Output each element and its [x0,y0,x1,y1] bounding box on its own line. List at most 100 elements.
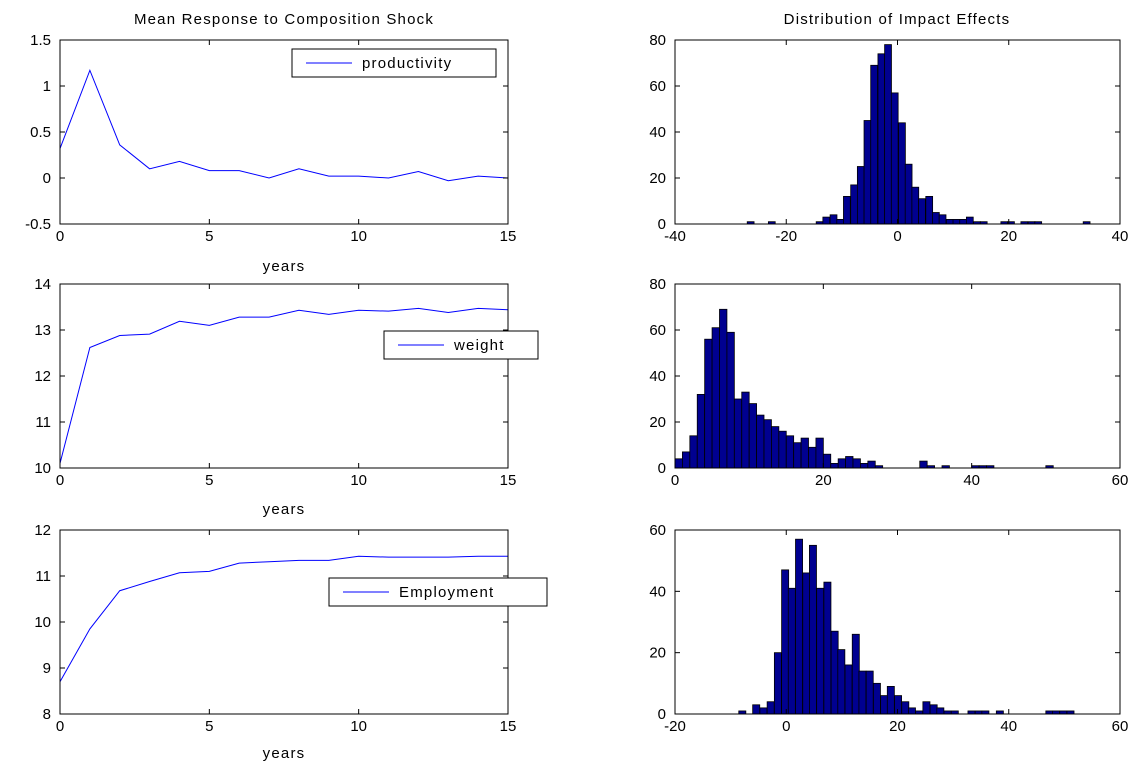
y-tick-label: 20 [649,645,666,662]
legend: weight [383,330,539,360]
panel-impact-hist-2: 0 20 40 60 0 20 40 60 80 [649,276,1128,489]
histogram-bar [863,120,872,225]
panel-impact-hist-1: Distribution of Impact Effects -40 -20 0 20… [649,11,1128,245]
y-tick-label: 11 [35,568,51,585]
y-tick-label: 12 [34,522,51,539]
y-tick-label: 40 [649,368,666,385]
x-tick-label: -20 [775,228,797,245]
x-tick-label: 20 [815,472,832,489]
histogram-bar [800,437,809,469]
x-tick-label: 10 [350,718,367,735]
y-tick-label: 0 [658,706,666,723]
histogram-bar [911,186,920,225]
y-tick-label: 0.5 [30,124,51,141]
x-tick-label: 60 [1112,472,1129,489]
histogram-bar [867,460,876,469]
histogram-bar [793,442,802,469]
histogram-bar [845,456,854,469]
y-tick-label: 40 [649,124,666,141]
histogram-bar [741,391,750,469]
y-tick-label: 60 [649,522,666,539]
histogram-bar [795,538,803,715]
histogram-bar [771,426,780,469]
y-tick-label: 40 [649,583,666,600]
series-line-employment [59,555,508,683]
histogram-bar [748,403,757,469]
histogram-bar [759,707,768,715]
histogram-bar [852,458,861,469]
x-tick-label: 0 [56,228,64,245]
x-tick-label: 0 [893,228,901,245]
y-tick-label: 10 [34,614,51,631]
x-tick-label: 20 [889,718,906,735]
histogram-bar [925,195,934,225]
histogram-bar [952,218,961,225]
histogram-bar [822,216,831,225]
axes-frame [674,529,1121,715]
histogram-bar [959,218,967,225]
histogram-bar [856,166,865,225]
panel-weight: years 0 5 10 15 10 11 12 13 14 weight [34,276,539,518]
y-tick-label: 20 [649,170,666,187]
x-tick-label: 5 [205,718,213,735]
histogram-bar [894,695,902,715]
y-tick-label: 80 [649,276,666,293]
histogram-bar [837,458,846,469]
y-tick-label: 1 [43,78,51,95]
y-tick-label: -0.5 [25,216,51,233]
histogram-bar [901,701,910,715]
title-mean-response: Mean Response to Composition Shock [134,11,434,28]
y-tick-label: 0 [658,216,666,233]
panel-employment: years 0 5 10 15 8 9 10 11 12 Employment [34,522,548,762]
x-tick-label: 15 [500,472,517,489]
x-tick-label: 15 [500,718,517,735]
histogram-bar [704,338,713,469]
x-tick-label: -40 [664,228,686,245]
series-line-productivity [59,68,509,182]
histogram-bar [870,64,878,225]
histogram-bar [919,460,928,469]
x-tick-label: -20 [664,718,686,735]
histogram-bar [932,212,940,225]
histogram-bar [778,430,787,469]
histogram-bar [865,670,874,715]
histogram-bar [884,44,892,225]
histogram-bar [836,218,845,225]
histogram-bar [719,308,728,469]
histogram-bar [696,393,706,469]
legend-label: Employment [399,584,494,601]
x-tick-label: 5 [205,228,213,245]
y-tick-label: 11 [35,414,51,431]
xlabel-years: years [263,745,306,762]
histogram-bar [830,462,839,469]
histogram-bar [809,544,817,715]
y-tick-label: 60 [649,78,666,95]
y-tick-label: 14 [34,276,51,293]
histogram-bar [929,704,938,715]
histogram-bar [689,435,698,469]
histogram-bar [822,453,832,469]
histogram-bar [830,630,839,715]
x-tick-label: 10 [350,472,367,489]
y-tick-label: 0 [658,460,666,477]
x-tick-label: 0 [56,472,64,489]
xlabel-years: years [263,501,306,518]
histogram-bar [886,686,895,715]
histogram-bar [763,419,772,469]
x-tick-label: 20 [1000,228,1017,245]
histogram-bar [711,327,720,469]
x-tick-label: 5 [205,472,213,489]
histogram-bar [898,122,906,225]
histogram-bar [781,569,790,715]
y-tick-label: 80 [649,32,666,49]
y-tick-label: 0 [43,170,51,187]
histogram-bar [808,446,817,469]
histogram-bar [733,398,743,469]
x-tick-label: 40 [963,472,980,489]
x-tick-label: 10 [350,228,367,245]
y-tick-label: 20 [649,414,666,431]
histogram-bar [682,451,691,469]
histogram-bar [936,707,945,715]
histogram-bar [785,435,795,469]
